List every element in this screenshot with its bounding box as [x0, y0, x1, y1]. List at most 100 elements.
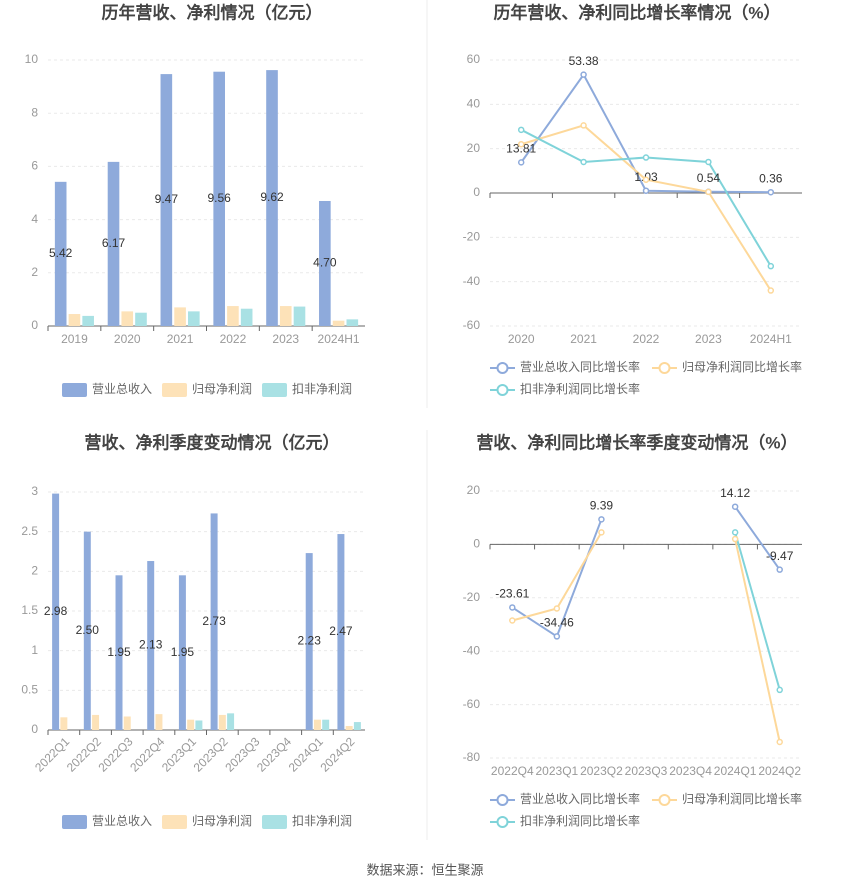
data-label: 14.12 [720, 486, 750, 500]
point [731, 529, 739, 536]
point [598, 516, 605, 523]
point [767, 262, 775, 270]
bar [107, 161, 120, 326]
point [642, 154, 650, 161]
data-label: 2.50 [76, 623, 100, 637]
data-label: 53.38 [569, 54, 599, 68]
y-tick-label: 20 [467, 483, 481, 497]
y-tick-label: 2 [31, 265, 38, 279]
bar [115, 575, 123, 730]
legend-label: 营业总收入 [92, 814, 152, 828]
y-tick-label: 40 [467, 97, 481, 111]
point [705, 188, 712, 196]
point [731, 535, 739, 543]
chart-title: 历年营收、净利情况（亿元） [102, 2, 323, 22]
bar [121, 311, 134, 326]
point [553, 605, 561, 612]
data-label: 2.73 [202, 614, 226, 628]
legend-label: 归母净利润同比增长率 [682, 791, 802, 806]
point [731, 503, 739, 510]
bar [82, 315, 94, 326]
x-tick-label: 2019 [61, 332, 88, 346]
bar [345, 726, 353, 730]
y-tick-label: 1 [31, 643, 38, 657]
bar [60, 717, 68, 730]
bar [195, 720, 203, 730]
legend-label: 归母净利润同比增长率 [682, 359, 802, 374]
bar [135, 312, 147, 326]
data-label: 9.62 [260, 190, 284, 204]
legend-label: 扣非净利润 [292, 382, 352, 396]
data-label: 9.56 [208, 191, 232, 205]
point [705, 158, 712, 166]
legend-marker [658, 362, 671, 374]
data-label: 2.47 [329, 624, 353, 638]
bar [293, 306, 306, 326]
data-label: 0.54 [697, 171, 721, 185]
x-tick-label: 2022 [633, 332, 660, 346]
bar [346, 319, 359, 326]
bar [188, 311, 200, 326]
x-tick-label: 2023 [695, 332, 722, 346]
data-label: 0.36 [759, 171, 783, 185]
y-tick-label: -60 [463, 697, 481, 711]
chart-title: 历年营收、净利同比增长率情况（%） [493, 2, 780, 22]
bar [187, 719, 195, 730]
bar [240, 308, 253, 326]
legend-marker [496, 362, 509, 374]
data-label: 1.95 [171, 645, 195, 659]
legend-marker [658, 794, 671, 806]
y-tick-label: 60 [467, 52, 481, 66]
point [517, 126, 525, 134]
bar [322, 719, 330, 730]
bar [313, 719, 321, 730]
legend-swatch [162, 815, 187, 829]
y-tick-label: 0 [473, 185, 480, 199]
data-label: 5.42 [49, 246, 73, 260]
bar [279, 306, 292, 326]
point [580, 122, 587, 129]
point [580, 158, 587, 166]
point [598, 529, 605, 536]
bar [337, 534, 345, 730]
y-tick-label: 20 [467, 141, 481, 155]
bar [92, 714, 100, 730]
legend-swatch [62, 815, 87, 829]
x-tick-label: 2022Q4 [491, 764, 534, 778]
line [734, 532, 781, 691]
data-label: -34.46 [540, 616, 574, 630]
data-label: 13.81 [506, 142, 536, 156]
legend-swatch [262, 815, 287, 829]
data-label: 4.70 [313, 256, 337, 270]
data-label: 6.17 [102, 236, 126, 250]
y-tick-label: 0 [31, 318, 38, 332]
point [767, 287, 775, 294]
legend-swatch [62, 383, 87, 397]
bar [319, 200, 331, 326]
bar [83, 531, 91, 730]
data-label: 9.39 [590, 499, 614, 513]
point [776, 566, 783, 573]
legend-label: 扣非净利润 [292, 814, 352, 828]
y-tick-label: 10 [25, 52, 39, 66]
legend-label: 营业总收入同比增长率 [520, 359, 640, 374]
chart-title: 营收、净利同比增长率季度变动情况（%） [476, 432, 797, 452]
x-tick-label: 2023Q3 [625, 764, 668, 778]
y-tick-label: -60 [463, 318, 481, 332]
legend-swatch [262, 383, 287, 397]
y-tick-label: -80 [463, 750, 481, 764]
legend-label: 归母净利润 [192, 814, 252, 828]
bar [123, 716, 131, 730]
legend-marker [496, 816, 509, 828]
bar [332, 320, 345, 326]
y-tick-label: 1.5 [21, 603, 38, 617]
bar [178, 575, 186, 730]
y-tick-label: 2.5 [21, 524, 38, 538]
data-label: -9.47 [766, 549, 794, 563]
data-label: 9.47 [155, 192, 179, 206]
x-tick-label: 2024Q2 [758, 764, 801, 778]
y-tick-label: 6 [31, 159, 38, 173]
y-tick-label: 4 [31, 212, 38, 226]
x-tick-label: 2023Q2 [580, 764, 623, 778]
